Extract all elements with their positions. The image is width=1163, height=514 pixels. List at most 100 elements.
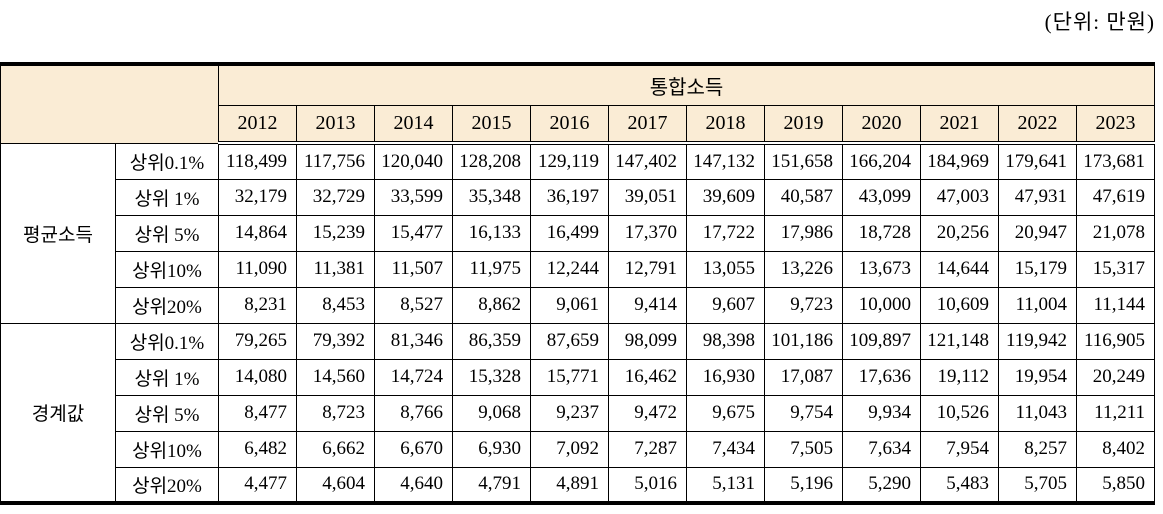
value-cell: 8,766 (374, 394, 453, 432)
row-label: 상위10% (115, 430, 219, 468)
value-cell: 43,099 (842, 178, 921, 216)
value-cell: 18,728 (842, 214, 921, 252)
row-label: 상위 5% (115, 394, 219, 432)
value-cell: 5,705 (998, 466, 1077, 504)
table-body: 평균소득 상위0.1% 118,499 117,756 120,040 128,208 12… (0, 142, 1155, 504)
value-cell: 9,414 (608, 286, 687, 324)
value-cell: 15,317 (1076, 250, 1155, 288)
years-row: 2012 2013 2014 2015 2016 2017 2018 2019 2020 2021… (1, 105, 1155, 145)
value-cell: 7,954 (920, 430, 999, 468)
value-cell: 20,947 (998, 214, 1077, 252)
value-cell: 13,055 (686, 250, 765, 288)
value-cell: 19,954 (998, 358, 1077, 396)
table-row: 상위 5% 8,477 8,723 8,766 9,068 9,237 9,472 9,675… (1, 394, 1155, 432)
value-cell: 101,186 (764, 322, 843, 360)
value-cell: 39,051 (608, 178, 687, 216)
value-cell: 6,662 (296, 430, 375, 468)
value-cell: 7,092 (530, 430, 609, 468)
value-cell: 14,560 (296, 358, 375, 396)
value-cell: 14,644 (920, 250, 999, 288)
value-cell: 17,636 (842, 358, 921, 396)
value-cell: 14,864 (218, 214, 297, 252)
value-cell: 6,930 (452, 430, 531, 468)
value-cell: 184,969 (920, 142, 999, 180)
value-cell: 7,434 (686, 430, 765, 468)
table-title-cell: 통합소득 (218, 63, 1155, 106)
value-cell: 16,133 (452, 214, 531, 252)
value-cell: 20,249 (1076, 358, 1155, 396)
value-cell: 4,891 (530, 466, 609, 504)
value-cell: 19,112 (920, 358, 999, 396)
value-cell: 17,370 (608, 214, 687, 252)
value-cell: 98,099 (608, 322, 687, 360)
value-cell: 128,208 (452, 142, 531, 180)
value-cell: 40,587 (764, 178, 843, 216)
value-cell: 147,402 (608, 142, 687, 180)
year-header-2015: 2015 (452, 105, 531, 145)
value-cell: 5,016 (608, 466, 687, 504)
value-cell: 32,729 (296, 178, 375, 216)
value-cell: 39,609 (686, 178, 765, 216)
value-cell: 35,348 (452, 178, 531, 216)
value-cell: 5,850 (1076, 466, 1155, 504)
value-cell: 79,265 (218, 322, 297, 360)
group-label: 경계값 (0, 322, 116, 504)
year-header-2014: 2014 (374, 105, 453, 145)
value-cell: 79,392 (296, 322, 375, 360)
row-label: 상위 5% (115, 214, 219, 252)
value-cell: 8,477 (218, 394, 297, 432)
value-cell: 15,328 (452, 358, 531, 396)
value-cell: 151,658 (764, 142, 843, 180)
table-row: 상위10% 11,090 11,381 11,507 11,975 12,244 12,79… (1, 250, 1155, 288)
value-cell: 11,507 (374, 250, 453, 288)
table-row: 상위10% 6,482 6,662 6,670 6,930 7,092 7,287 7,434… (1, 430, 1155, 468)
year-header-2016: 2016 (530, 105, 609, 145)
year-header-2023: 2023 (1076, 105, 1155, 145)
value-cell: 121,148 (920, 322, 999, 360)
value-cell: 10,526 (920, 394, 999, 432)
value-cell: 17,722 (686, 214, 765, 252)
value-cell: 5,290 (842, 466, 921, 504)
value-cell: 179,641 (998, 142, 1077, 180)
group-label: 평균소득 (0, 142, 116, 324)
value-cell: 6,482 (218, 430, 297, 468)
year-header-2021: 2021 (920, 105, 999, 145)
income-table: 통합소득 2012 2013 2014 2015 2016 2017 2018 2019 202… (0, 62, 1155, 505)
value-cell: 5,131 (686, 466, 765, 504)
value-cell: 81,346 (374, 322, 453, 360)
table-row: 상위20% 8,231 8,453 8,527 8,862 9,061 9,414 9,607… (1, 286, 1155, 324)
value-cell: 129,119 (530, 142, 609, 180)
row-label: 상위0.1% (115, 322, 219, 360)
year-header-2013: 2013 (296, 105, 375, 145)
value-cell: 14,724 (374, 358, 453, 396)
value-cell: 13,226 (764, 250, 843, 288)
value-cell: 32,179 (218, 178, 297, 216)
value-cell: 8,527 (374, 286, 453, 324)
value-cell: 9,607 (686, 286, 765, 324)
value-cell: 8,257 (998, 430, 1077, 468)
value-cell: 47,931 (998, 178, 1077, 216)
value-cell: 147,132 (686, 142, 765, 180)
value-cell: 118,499 (218, 142, 297, 180)
value-cell: 47,619 (1076, 178, 1155, 216)
value-cell: 11,090 (218, 250, 297, 288)
corner-cell (0, 63, 219, 144)
value-cell: 10,000 (842, 286, 921, 324)
value-cell: 4,477 (218, 466, 297, 504)
value-cell: 15,477 (374, 214, 453, 252)
table-header: 통합소득 2012 2013 2014 2015 2016 2017 2018 2019 202… (0, 63, 1155, 145)
table-row: 상위 1% 14,080 14,560 14,724 15,328 15,771 16,46… (1, 358, 1155, 396)
value-cell: 86,359 (452, 322, 531, 360)
value-cell: 9,723 (764, 286, 843, 324)
value-cell: 4,640 (374, 466, 453, 504)
value-cell: 119,942 (998, 322, 1077, 360)
value-cell: 16,930 (686, 358, 765, 396)
value-cell: 16,462 (608, 358, 687, 396)
year-header-2022: 2022 (998, 105, 1077, 145)
value-cell: 17,087 (764, 358, 843, 396)
value-cell: 117,756 (296, 142, 375, 180)
value-cell: 11,381 (296, 250, 375, 288)
year-header-2020: 2020 (842, 105, 921, 145)
value-cell: 6,670 (374, 430, 453, 468)
